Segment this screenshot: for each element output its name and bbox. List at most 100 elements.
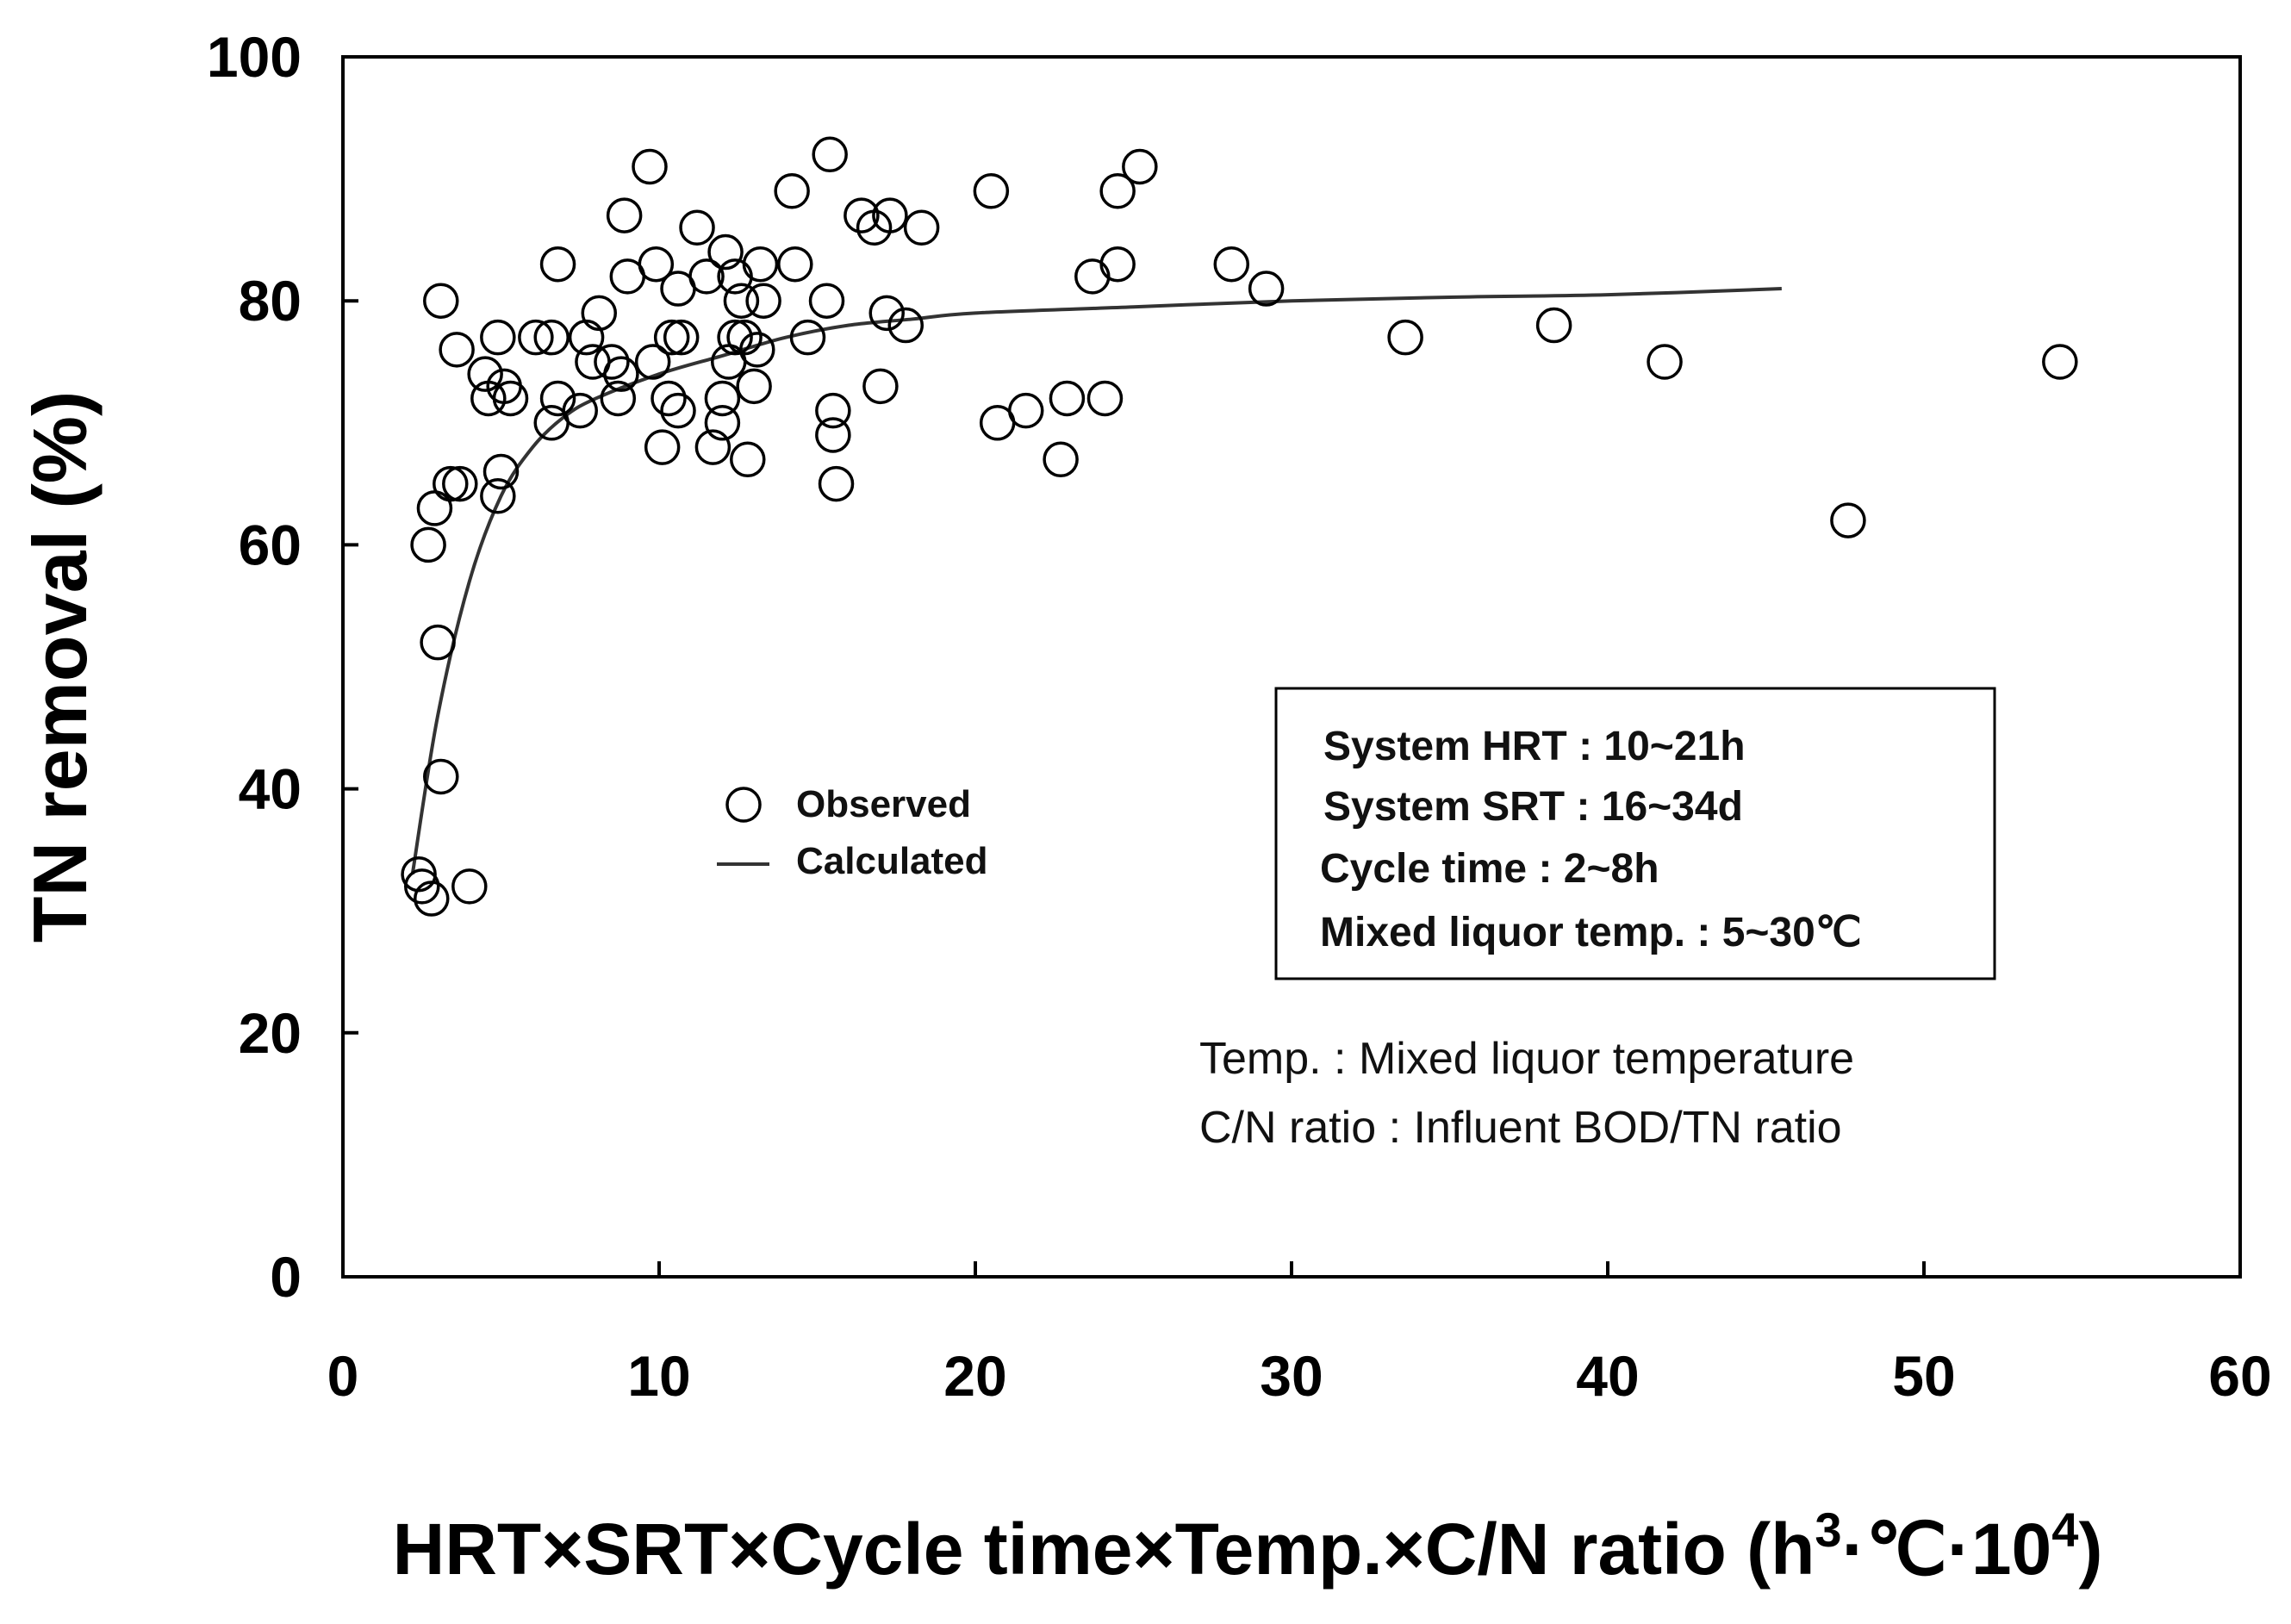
conditions-box-frame	[1274, 687, 1996, 980]
observed-point	[739, 332, 775, 368]
observed-point	[492, 380, 529, 417]
observed-point	[2042, 344, 2078, 380]
legend-observed-marker	[725, 787, 762, 823]
observed-point	[872, 197, 908, 233]
observed-point	[679, 209, 715, 246]
observed-point	[410, 526, 446, 563]
observed-point	[414, 880, 450, 917]
observed-point	[651, 380, 687, 417]
condition-srt: System SRT : 16~34d	[1323, 784, 1743, 830]
observed-point	[742, 246, 779, 283]
observed-point	[887, 307, 924, 344]
plot-area	[341, 55, 2242, 1279]
observed-point	[467, 356, 503, 392]
condition-temp: Mixed liquor temp. : 5~30℃	[1320, 910, 1862, 955]
observed-point	[745, 283, 781, 319]
observed-point	[688, 258, 725, 295]
x-axis-ticks: 0 10 20 30 40 50 60	[327, 1261, 2272, 1408]
observed-point	[439, 332, 475, 368]
x-axis-title-main: HRT×SRT×Cycle time×Temp.×C/N ratio (h	[393, 1509, 1815, 1590]
observed-point	[704, 405, 741, 441]
y-tick-label: 40	[239, 757, 302, 821]
observed-point	[663, 319, 700, 356]
y-tick-label: 60	[239, 513, 302, 576]
observed-point	[844, 197, 880, 233]
observed-point	[694, 429, 732, 465]
observed-point	[539, 380, 576, 417]
note-temp: Temp. : Mixed liquor temperature	[1199, 1034, 1854, 1084]
observed-point	[704, 380, 741, 417]
observed-point	[653, 319, 690, 356]
observed-point	[600, 380, 637, 417]
observed-point	[594, 344, 630, 380]
condition-cycle-time: Cycle time : 2~8h	[1320, 846, 1659, 892]
observed-point	[707, 233, 744, 271]
x-axis-title-sup1: 3	[1815, 1503, 1841, 1557]
x-axis-title-sup2: 4	[2051, 1503, 2078, 1557]
observed-point	[1830, 502, 1866, 538]
observed-point	[1086, 380, 1124, 417]
x-tick-label: 40	[1576, 1344, 1639, 1408]
observed-point	[1647, 344, 1683, 380]
observed-point	[815, 417, 851, 453]
observed-point	[660, 392, 696, 429]
x-tick-label: 50	[1892, 1344, 1955, 1408]
x-axis-title: HRT×SRT×Cycle time×Temp.×C/N ratio (h3·℃…	[393, 1503, 2103, 1590]
observed-point	[730, 441, 766, 478]
observed-point	[1387, 319, 1423, 356]
observed-point	[808, 283, 845, 319]
observed-point	[480, 478, 516, 514]
observed-point	[644, 429, 681, 465]
observed-point	[423, 283, 459, 319]
y-axis-ticks: 0 20 40 60 80 100	[207, 25, 358, 1309]
observed-point	[451, 868, 488, 905]
observed-point	[973, 173, 1010, 209]
observed-point	[420, 624, 456, 661]
observed-point	[868, 295, 905, 332]
observed-point	[862, 368, 899, 405]
observed-point	[562, 392, 598, 429]
observed-point	[1248, 271, 1285, 307]
observed-point	[1043, 441, 1079, 478]
y-axis-title: TN removal (%)	[17, 391, 103, 943]
observed-points	[401, 136, 2078, 917]
x-tick-label: 0	[327, 1344, 359, 1408]
observed-point	[603, 356, 639, 392]
condition-hrt: System HRT : 10~21h	[1323, 724, 1746, 769]
observed-point	[815, 392, 851, 429]
x-tick-label: 60	[2208, 1344, 2271, 1408]
x-tick-label: 30	[1260, 1344, 1323, 1408]
observed-point	[717, 319, 753, 356]
calculated-curve	[410, 287, 1782, 875]
observed-point	[638, 246, 675, 283]
observed-point	[1099, 246, 1136, 283]
observed-point	[606, 197, 643, 233]
x-axis-title-end: )	[2078, 1509, 2102, 1590]
observed-point	[1535, 307, 1572, 344]
y-tick-label: 100	[207, 25, 302, 89]
note-cn-ratio: C/N ratio : Influent BOD/TN ratio	[1199, 1103, 1842, 1153]
y-tick-label: 80	[239, 269, 302, 333]
observed-point	[518, 319, 554, 356]
observed-point	[777, 246, 813, 283]
observed-point	[726, 319, 763, 356]
x-tick-label: 20	[943, 1344, 1006, 1408]
observed-point	[482, 453, 520, 490]
observed-point	[539, 246, 576, 283]
observed-point	[1213, 246, 1250, 283]
observed-point	[404, 868, 440, 905]
legend: Observed Calculated	[717, 783, 988, 882]
observed-point	[533, 319, 570, 356]
y-tick-label: 20	[239, 1001, 302, 1065]
observed-point	[903, 209, 940, 246]
legend-observed-label: Observed	[796, 783, 971, 825]
observed-point	[1122, 148, 1158, 185]
observed-point	[423, 758, 459, 795]
observed-point	[818, 465, 855, 502]
observed-point	[634, 344, 671, 380]
y-tick-label: 0	[270, 1245, 302, 1309]
legend-calculated-label: Calculated	[796, 840, 988, 882]
observed-point	[442, 465, 478, 502]
x-tick-label: 10	[627, 1344, 690, 1408]
